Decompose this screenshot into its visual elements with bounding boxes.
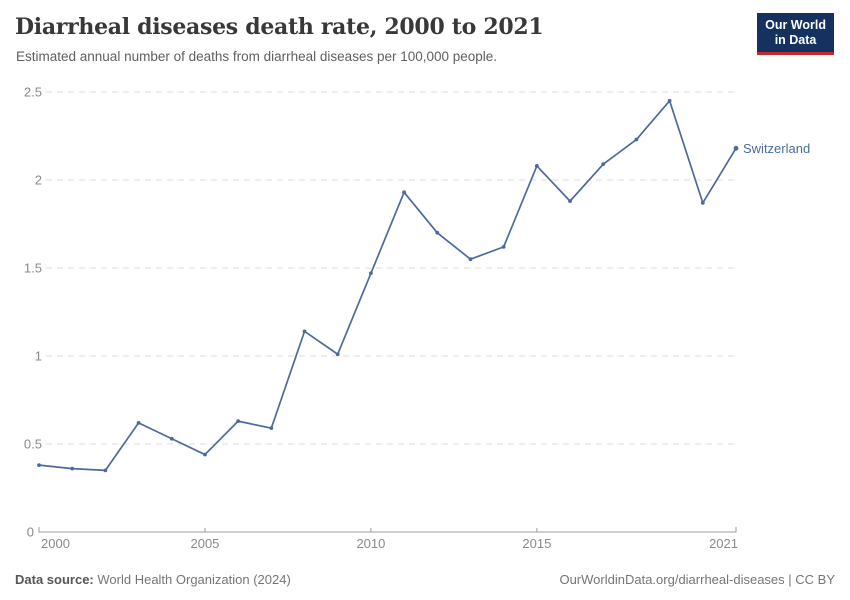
line-chart[interactable]: 0 0.5 1 1.5 2 2.5 2000 2005 2010 2015 2021 Switzerl… (0, 78, 850, 560)
data-point-switzerland-2021[interactable] (733, 145, 739, 151)
x-tick-label-2010: 2010 (356, 536, 385, 551)
data-point-switzerland-2013[interactable] (468, 257, 473, 262)
data-point-switzerland-2010[interactable] (369, 271, 373, 276)
owid-logo[interactable]: Our World in Data (757, 13, 834, 55)
data-point-switzerland-2009[interactable] (335, 352, 340, 357)
y-tick-label-2.5: 2.5 (24, 85, 42, 100)
data-point-switzerland-2004[interactable] (169, 436, 174, 441)
data-point-switzerland-2012[interactable] (435, 230, 440, 235)
y-tick-label-1: 1 (35, 349, 42, 364)
data-source-label: Data source: (15, 572, 94, 587)
data-source-value: World Health Organization (2024) (97, 572, 291, 587)
data-point-switzerland-2006[interactable] (236, 419, 241, 424)
citation-link[interactable]: OurWorldinData.org/diarrheal-diseases | … (559, 572, 835, 587)
data-point-switzerland-2008[interactable] (302, 329, 307, 334)
data-point-switzerland-2003[interactable] (136, 420, 141, 425)
data-point-switzerland-2000[interactable] (37, 463, 41, 468)
x-axis-line (38, 527, 737, 533)
data-point-switzerland-2015[interactable] (534, 164, 539, 168)
data-point-switzerland-2007[interactable] (269, 426, 274, 431)
chart-footer: Data source: World Health Organization (… (15, 572, 835, 587)
data-point-switzerland-2019[interactable] (667, 98, 672, 103)
owid-logo-line2: in Data (774, 33, 817, 47)
chart-subtitle: Estimated annual number of deaths from d… (16, 49, 498, 64)
data-point-switzerland-2018[interactable] (634, 137, 639, 142)
data-point-switzerland-2005[interactable] (203, 452, 207, 457)
x-tick-label-2021: 2021 (709, 536, 738, 551)
data-point-switzerland-2016[interactable] (568, 199, 572, 204)
series-line-switzerland[interactable] (38, 99, 737, 472)
y-tick-label-0: 0 (27, 525, 34, 540)
y-tick-label-0.5: 0.5 (24, 437, 42, 452)
owid-logo-line1: Our World (765, 18, 826, 32)
x-tick-label-2000: 2000 (41, 536, 70, 551)
data-point-switzerland-2002[interactable] (103, 468, 108, 473)
data-point-switzerland-2001[interactable] (70, 466, 75, 471)
series-label-switzerland[interactable]: Switzerland (743, 141, 810, 156)
data-point-switzerland-2017[interactable] (601, 162, 606, 167)
data-point-switzerland-2020[interactable] (700, 200, 705, 205)
x-tick-label-2005: 2005 (190, 536, 219, 551)
y-tick-label-2: 2 (35, 173, 42, 188)
data-source: Data source: World Health Organization (… (15, 572, 291, 587)
data-point-switzerland-2011[interactable] (402, 190, 406, 195)
y-tick-label-1.5: 1.5 (24, 261, 42, 276)
chart-title: Diarrheal diseases death rate, 2000 to 2… (15, 14, 544, 40)
x-tick-label-2015: 2015 (522, 536, 551, 551)
data-point-switzerland-2014[interactable] (501, 244, 506, 249)
